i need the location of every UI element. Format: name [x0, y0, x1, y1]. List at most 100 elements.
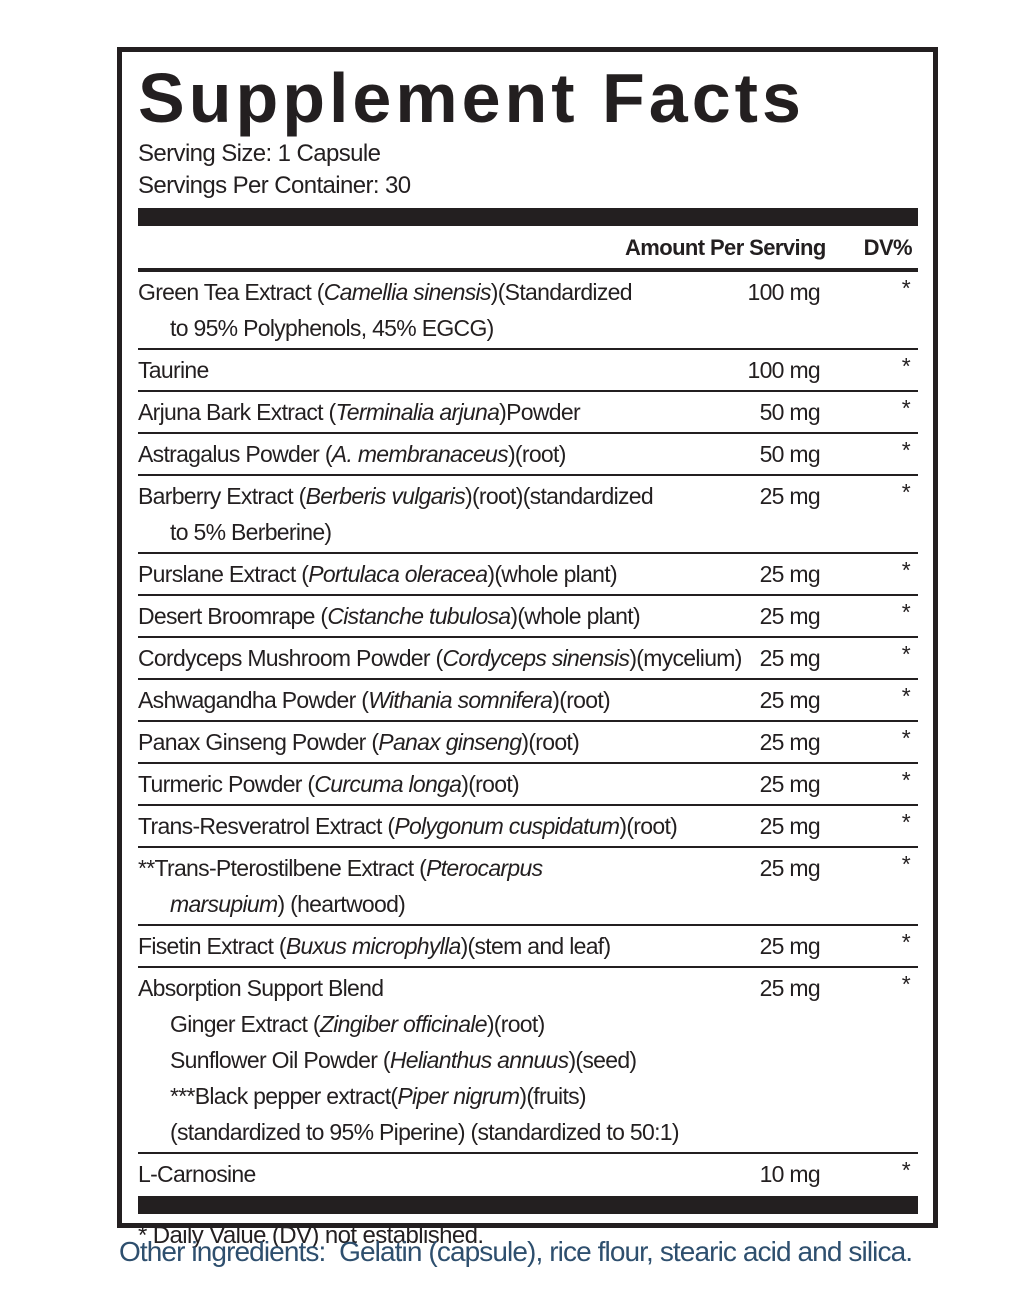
daily-value: * [901, 275, 911, 301]
name-line: Fisetin Extract (Buxus microphylla)(stem… [138, 928, 740, 964]
name-text: Trans-Resveratrol Extract ( [138, 813, 395, 839]
name-text: Arjuna Bark Extract ( [138, 399, 336, 425]
latin-name: A. membranaceus [331, 441, 509, 467]
name-text: Sunflower Oil Powder ( [170, 1047, 391, 1073]
amount: 25 mg [759, 855, 821, 881]
serving-size: Serving Size: 1 Capsule [138, 140, 381, 167]
ingredient-name: Trans-Resveratrol Extract (Polygonum cus… [138, 808, 740, 844]
name-text: Taurine [138, 357, 209, 383]
name-text: )(root) [552, 687, 610, 713]
name-line: to 5% Berberine) [138, 514, 740, 550]
name-line: Sunflower Oil Powder (Helianthus annuus)… [138, 1042, 740, 1078]
name-line: Taurine [138, 352, 740, 388]
name-line: L-Carnosine [138, 1156, 740, 1192]
ingredient-row: Cordyceps Mushroom Powder (Cordyceps sin… [138, 638, 918, 680]
ingredient-name: L-Carnosine [138, 1156, 740, 1192]
daily-value: * [901, 725, 911, 751]
daily-value: * [901, 851, 911, 877]
latin-name: Piper nigrum [397, 1083, 520, 1109]
ingredient-table: Green Tea Extract (Camellia sinensis)(St… [138, 272, 918, 1194]
name-line: Purslane Extract (Portulaca oleracea)(wh… [138, 556, 740, 592]
ingredient-row: Astragalus Powder (A. membranaceus)(root… [138, 434, 918, 476]
name-text: )(root) [507, 441, 566, 467]
ingredient-name: Arjuna Bark Extract (Terminalia arjuna)P… [138, 394, 740, 430]
name-text: L-Carnosine [138, 1161, 256, 1187]
amount: 25 mg [759, 813, 821, 839]
name-text: )(mycelium) [629, 645, 742, 671]
latin-name: Camellia sinensis [323, 279, 492, 305]
facts-content: Supplement Facts Serving Size: 1 Capsule… [138, 52, 918, 1258]
name-text: (standardized to 95% Piperine) (standard… [170, 1119, 680, 1145]
servings-per-container: Servings Per Container: 30 [138, 172, 411, 199]
amount: 25 mg [759, 771, 821, 797]
name-line: Ashwagandha Powder (Withania somnifera)(… [138, 682, 740, 718]
daily-value: * [901, 353, 911, 379]
amount: 25 mg [759, 729, 821, 755]
amount: 25 mg [759, 645, 821, 671]
latin-name: Helianthus annuus [389, 1047, 569, 1073]
ingredient-name: Ashwagandha Powder (Withania somnifera)(… [138, 682, 740, 718]
latin-name: Terminalia arjuna [335, 399, 500, 425]
name-text: )(root) [461, 771, 519, 797]
daily-value: * [901, 557, 911, 583]
daily-value: * [901, 809, 911, 835]
amount: 25 mg [759, 975, 821, 1001]
divider-bar [138, 208, 918, 226]
latin-name: marsupium [170, 891, 278, 917]
name-text: to 95% Polyphenols, 45% EGCG) [170, 315, 494, 341]
title: Supplement Facts [138, 59, 805, 137]
latin-name: Portulaca oleracea [308, 561, 488, 587]
footnote: * Daily Value (DV) not established. [138, 1222, 484, 1249]
name-text: ***Black pepper extract( [170, 1083, 398, 1109]
daily-value: * [901, 641, 911, 667]
ingredient-name: Turmeric Powder (Curcuma longa)(root) [138, 766, 740, 802]
amount: 25 mg [759, 561, 821, 587]
name-text: )(root) [486, 1011, 545, 1037]
name-text: Ginger Extract ( [170, 1011, 321, 1037]
ingredient-name: Desert Broomrape (Cistanche tubulosa)(wh… [138, 598, 740, 634]
name-text: )(stem and leaf) [460, 933, 612, 959]
amount: 25 mg [759, 933, 821, 959]
facts-panel: Supplement Facts Serving Size: 1 Capsule… [117, 47, 938, 1249]
amount: 25 mg [759, 483, 821, 509]
latin-name: Panax ginseng [378, 729, 522, 755]
daily-value: * [901, 971, 911, 997]
name-line: **Trans-Pterostilbene Extract (Pterocarp… [138, 850, 740, 886]
amount: 100 mg [747, 357, 820, 383]
name-line: Ginger Extract (Zingiber officinale)(roo… [138, 1006, 740, 1042]
ingredient-name: **Trans-Pterostilbene Extract (Pterocarp… [138, 850, 740, 922]
name-text: )(root) [521, 729, 580, 755]
ingredient-row: Arjuna Bark Extract (Terminalia arjuna)P… [138, 392, 918, 434]
latin-name: Berberis vulgaris [305, 483, 466, 509]
daily-value: * [901, 929, 911, 955]
latin-name: Buxus microphylla [285, 933, 461, 959]
ingredient-row: L-Carnosine 10 mg * [138, 1154, 918, 1194]
name-text: Fisetin Extract ( [138, 933, 287, 959]
name-line: Green Tea Extract (Camellia sinensis)(St… [138, 274, 740, 310]
ingredient-row: Taurine 100 mg * [138, 350, 918, 392]
name-line: Desert Broomrape (Cistanche tubulosa)(wh… [138, 598, 740, 634]
name-text: Ashwagandha Powder ( [138, 687, 369, 713]
ingredient-row: Trans-Resveratrol Extract (Polygonum cus… [138, 806, 918, 848]
name-text: )(root)(standardized [465, 483, 654, 509]
name-line: Trans-Resveratrol Extract (Polygonum cus… [138, 808, 740, 844]
name-line: Barberry Extract (Berberis vulgaris)(roo… [138, 478, 740, 514]
latin-name: Polygonum cuspidatum [394, 813, 620, 839]
name-line: marsupium) (heartwood) [138, 886, 740, 922]
ingredient-name: Taurine [138, 352, 740, 388]
ingredient-row: Barberry Extract (Berberis vulgaris)(roo… [138, 476, 918, 554]
ingredient-name: Barberry Extract (Berberis vulgaris)(roo… [138, 478, 740, 550]
name-line: (standardized to 95% Piperine) (standard… [138, 1114, 740, 1150]
amount: 10 mg [759, 1161, 821, 1187]
name-text: Purslane Extract ( [138, 561, 309, 587]
name-text: Absorption Support Blend [138, 975, 384, 1001]
daily-value: * [901, 1157, 911, 1183]
name-text: Astragalus Powder ( [138, 441, 332, 467]
name-text: Cordyceps Mushroom Powder ( [138, 645, 443, 671]
ingredient-name: Purslane Extract (Portulaca oleracea)(wh… [138, 556, 740, 592]
name-text: **Trans-Pterostilbene Extract ( [138, 855, 427, 881]
amount: 50 mg [759, 441, 821, 467]
ingredient-row: Panax Ginseng Powder (Panax ginseng)(roo… [138, 722, 918, 764]
ingredient-name: Panax Ginseng Powder (Panax ginseng)(roo… [138, 724, 740, 760]
ingredient-name: Fisetin Extract (Buxus microphylla)(stem… [138, 928, 740, 964]
